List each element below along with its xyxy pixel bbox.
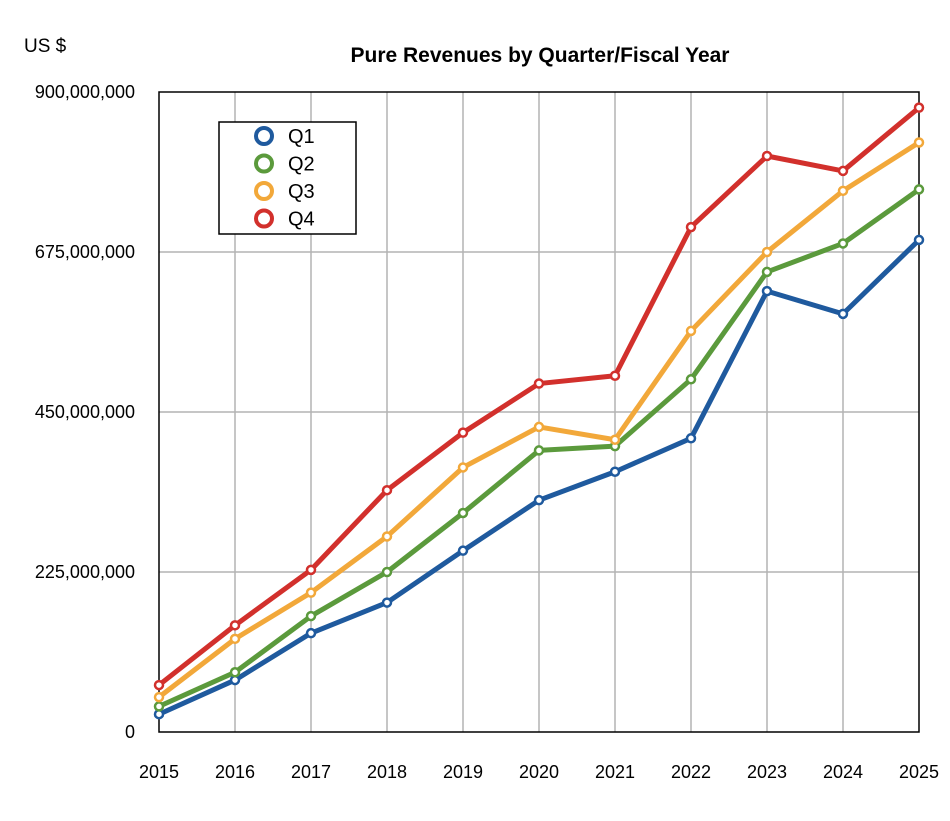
data-point-q3	[457, 462, 469, 473]
data-point-q1	[381, 597, 393, 608]
data-point-q3	[305, 587, 317, 598]
x-tick-label: 2019	[443, 762, 483, 782]
chart-title: Pure Revenues by Quarter/Fiscal Year	[350, 44, 730, 67]
data-point-q3	[609, 434, 621, 445]
data-point-q2	[229, 667, 241, 678]
legend-label-q3: Q3	[288, 181, 315, 203]
data-point-q1	[913, 234, 925, 246]
x-tick-label: 2016	[215, 762, 255, 782]
legend-box	[218, 121, 357, 235]
data-point-q3	[837, 185, 849, 197]
data-point-q3	[913, 137, 925, 148]
y-tick-label: 225,000,000	[35, 562, 135, 582]
x-tick-label: 2018	[367, 762, 407, 782]
data-point-q1	[305, 627, 317, 639]
data-point-q2	[837, 238, 849, 249]
data-point-q1	[457, 545, 469, 556]
y-tick-label: 900,000,000	[35, 82, 135, 102]
y-unit-label: US $	[24, 36, 67, 57]
data-point-q4	[229, 620, 241, 631]
data-point-q4	[457, 427, 469, 438]
data-point-q2	[913, 184, 925, 195]
data-point-q3	[381, 531, 393, 542]
data-point-q2	[305, 610, 317, 622]
x-tick-label: 2023	[747, 762, 787, 782]
data-point-q2	[685, 374, 697, 385]
data-point-q2	[153, 701, 165, 712]
data-point-q4	[305, 564, 317, 576]
y-tick-label: 450,000,000	[35, 402, 135, 422]
data-point-q2	[761, 266, 773, 278]
plot-frame	[158, 91, 920, 733]
data-point-q1	[761, 285, 773, 297]
data-point-q2	[533, 445, 545, 456]
data-point-q4	[685, 221, 697, 233]
legend-label-q1: Q1	[288, 126, 315, 148]
x-tick-label: 2015	[139, 762, 179, 782]
data-point-q1	[837, 308, 849, 320]
data-point-q2	[457, 507, 469, 519]
data-point-q4	[837, 165, 849, 177]
data-point-q3	[229, 633, 241, 645]
x-tick-label: 2024	[823, 762, 863, 782]
legend-marker-q1	[254, 126, 274, 146]
data-point-q4	[533, 378, 545, 389]
x-tick-label: 2017	[291, 762, 331, 782]
data-point-q1	[685, 433, 697, 444]
data-point-q4	[913, 102, 925, 113]
data-point-q3	[153, 691, 165, 703]
data-point-q3	[685, 325, 697, 337]
x-tick-label: 2021	[595, 762, 635, 782]
data-point-q1	[533, 494, 545, 506]
data-point-q4	[609, 370, 621, 381]
axes: 0 225,000,000 450,000,000 675,000,000 900,00…	[35, 82, 939, 782]
y-tick-label: 675,000,000	[35, 242, 135, 262]
data-point-q2	[381, 566, 393, 578]
x-tick-label: 2022	[671, 762, 711, 782]
x-tick-label: 2020	[519, 762, 559, 782]
legend: Q1 Q2 Q3 Q4	[218, 121, 357, 235]
data-point-q4	[761, 150, 773, 162]
legend-marker-q2	[254, 153, 274, 174]
legend-label-q4: Q4	[288, 209, 315, 231]
legend-marker-q4	[254, 208, 274, 229]
data-point-q3	[761, 246, 773, 258]
data-point-q1	[609, 466, 621, 477]
y-tick-label: 0	[125, 722, 135, 742]
data-point-q4	[381, 484, 393, 496]
x-tick-label: 2025	[899, 762, 939, 782]
data-point-q4	[153, 679, 165, 691]
legend-marker-q3	[254, 181, 274, 201]
series-lines	[153, 102, 925, 720]
data-point-q3	[533, 421, 545, 433]
legend-label-q2: Q2	[288, 154, 315, 176]
